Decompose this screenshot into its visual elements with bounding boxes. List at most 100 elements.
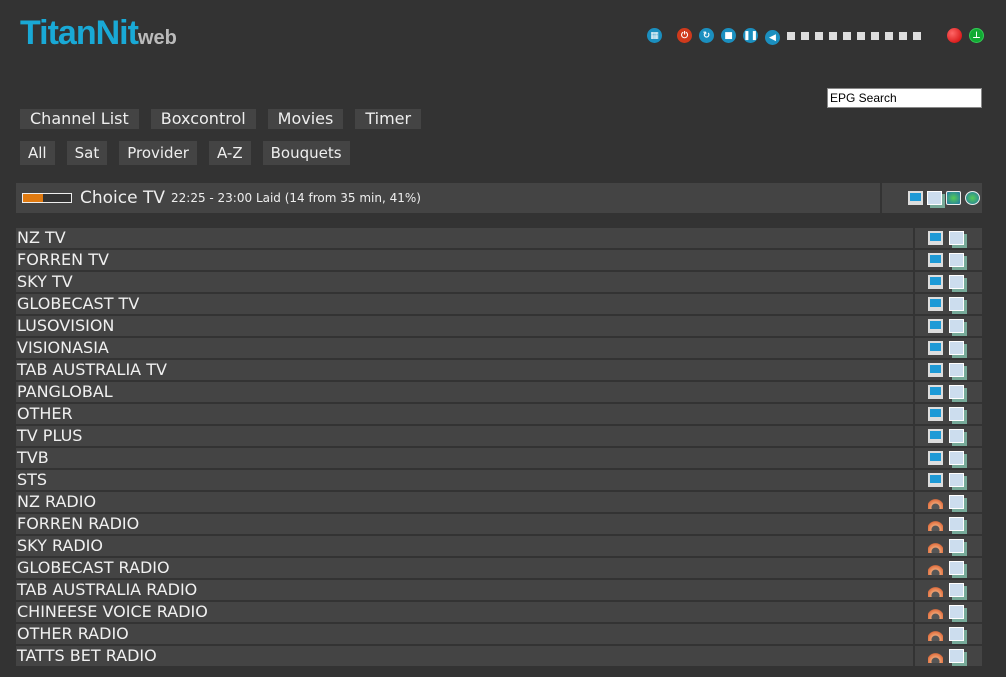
filter-a-z[interactable]: A-Z: [208, 141, 251, 165]
tv-icon[interactable]: [928, 231, 943, 245]
globe-icon[interactable]: [965, 191, 980, 205]
channel-list-icon[interactable]: [949, 341, 964, 355]
volume-slider[interactable]: [787, 31, 927, 40]
bouquet-name[interactable]: NZ RADIO: [16, 492, 913, 512]
channel-list-icon[interactable]: [949, 473, 964, 487]
bouquet-name[interactable]: SKY RADIO: [16, 536, 913, 556]
bouquet-name[interactable]: TV PLUS: [16, 426, 913, 446]
channel-list-icon[interactable]: [949, 605, 964, 619]
tv-icon[interactable]: [928, 385, 943, 399]
progress-bar: [22, 193, 72, 203]
epg-search-input[interactable]: [827, 88, 982, 108]
remote-icon[interactable]: ▦: [647, 28, 662, 43]
bouquet-name[interactable]: TVB: [16, 448, 913, 468]
radio-icon[interactable]: [928, 605, 943, 619]
current-channel-name[interactable]: Choice TV: [80, 188, 165, 208]
channel-list-icon[interactable]: [949, 297, 964, 311]
channel-list-icon[interactable]: [949, 451, 964, 465]
record-icon[interactable]: [947, 28, 962, 43]
pause-icon[interactable]: ❚❚: [743, 28, 758, 43]
tv-icon[interactable]: [928, 341, 943, 355]
radio-icon[interactable]: [928, 649, 943, 663]
bouquet-name[interactable]: FORREN TV: [16, 250, 913, 270]
filter-sat[interactable]: Sat: [66, 141, 108, 165]
filter-provider[interactable]: Provider: [119, 141, 197, 165]
nav-channel-list[interactable]: Channel List: [20, 109, 139, 129]
channel-list-icon[interactable]: [949, 517, 964, 531]
channel-list-icon[interactable]: [949, 649, 964, 663]
tv-icon[interactable]: [928, 319, 943, 333]
channel-list-icon[interactable]: [949, 319, 964, 333]
bouquet-row: FORREN TV: [16, 250, 982, 270]
nav-boxcontrol[interactable]: Boxcontrol: [150, 109, 256, 129]
radio-icon[interactable]: [928, 539, 943, 553]
radio-icon[interactable]: [928, 561, 943, 575]
epg-list-icon[interactable]: [927, 191, 942, 205]
radio-icon[interactable]: [928, 495, 943, 509]
radio-icon[interactable]: [928, 517, 943, 531]
bouquet-name[interactable]: NZ TV: [16, 228, 913, 248]
filter-all[interactable]: All: [20, 141, 55, 165]
volume-icon[interactable]: ◀: [765, 30, 780, 45]
volume-step[interactable]: [871, 31, 879, 40]
bouquet-name[interactable]: VISIONASIA: [16, 338, 913, 358]
volume-step[interactable]: [899, 31, 907, 40]
volume-step[interactable]: [857, 31, 865, 40]
bouquet-name[interactable]: TAB AUSTRALIA TV: [16, 360, 913, 380]
filter-bouquets[interactable]: Bouquets: [262, 141, 350, 165]
stop-icon[interactable]: ■: [721, 28, 736, 43]
radio-icon[interactable]: [928, 627, 943, 641]
nav-timer[interactable]: Timer: [355, 109, 422, 129]
channel-list-icon[interactable]: [949, 275, 964, 289]
bouquet-name[interactable]: PANGLOBAL: [16, 382, 913, 402]
volume-step[interactable]: [829, 31, 837, 40]
bouquet-name[interactable]: CHINEESE VOICE RADIO: [16, 602, 913, 622]
bouquet-name[interactable]: OTHER RADIO: [16, 624, 913, 644]
bouquet-name[interactable]: TATTS BET RADIO: [16, 646, 913, 666]
control-bar: ▦ ⏻ ↻ ■ ❚❚ ◀ ⊥: [647, 26, 991, 45]
volume-step[interactable]: [843, 31, 851, 40]
tv-icon[interactable]: [928, 473, 943, 487]
channel-list-icon[interactable]: [949, 231, 964, 245]
channel-list-icon[interactable]: [949, 363, 964, 377]
channel-list-icon[interactable]: [949, 429, 964, 443]
channel-list-icon[interactable]: [949, 539, 964, 553]
web-document-icon[interactable]: [946, 191, 961, 205]
channel-list-icon[interactable]: [949, 407, 964, 421]
channel-list-icon[interactable]: [949, 385, 964, 399]
tv-stream-icon[interactable]: [908, 191, 923, 205]
volume-step[interactable]: [885, 31, 893, 40]
bouquet-name[interactable]: OTHER: [16, 404, 913, 424]
channel-list-icon[interactable]: [949, 627, 964, 641]
power-icon[interactable]: ⏻: [677, 28, 692, 43]
tv-icon[interactable]: [928, 253, 943, 267]
bouquet-name[interactable]: FORREN RADIO: [16, 514, 913, 534]
volume-step[interactable]: [815, 31, 823, 40]
channel-list-icon[interactable]: [949, 253, 964, 267]
radio-icon[interactable]: [928, 583, 943, 597]
bouquet-name[interactable]: LUSOVISION: [16, 316, 913, 336]
channel-list-icon[interactable]: [949, 495, 964, 509]
tv-icon[interactable]: [928, 363, 943, 377]
bouquet-name[interactable]: TAB AUSTRALIA RADIO: [16, 580, 913, 600]
bouquet-name[interactable]: GLOBECAST TV: [16, 294, 913, 314]
restart-icon[interactable]: ↻: [699, 28, 714, 43]
tv-icon[interactable]: [928, 297, 943, 311]
nav-movies[interactable]: Movies: [267, 109, 344, 129]
bouquet-row: PANGLOBAL: [16, 382, 982, 402]
channel-list-icon[interactable]: [949, 561, 964, 575]
volume-step[interactable]: [801, 31, 809, 40]
channel-list-icon[interactable]: [949, 583, 964, 597]
bouquet-name[interactable]: SKY TV: [16, 272, 913, 292]
bouquet-name[interactable]: STS: [16, 470, 913, 490]
signal-icon[interactable]: ⊥: [969, 28, 984, 43]
volume-step[interactable]: [913, 31, 921, 40]
tv-icon[interactable]: [928, 429, 943, 443]
bouquet-name[interactable]: GLOBECAST RADIO: [16, 558, 913, 578]
volume-step[interactable]: [787, 31, 795, 40]
tv-icon[interactable]: [928, 407, 943, 421]
tv-icon[interactable]: [928, 451, 943, 465]
tv-icon[interactable]: [928, 275, 943, 289]
bouquet-row: LUSOVISION: [16, 316, 982, 336]
bouquet-row: TAB AUSTRALIA RADIO: [16, 580, 982, 600]
